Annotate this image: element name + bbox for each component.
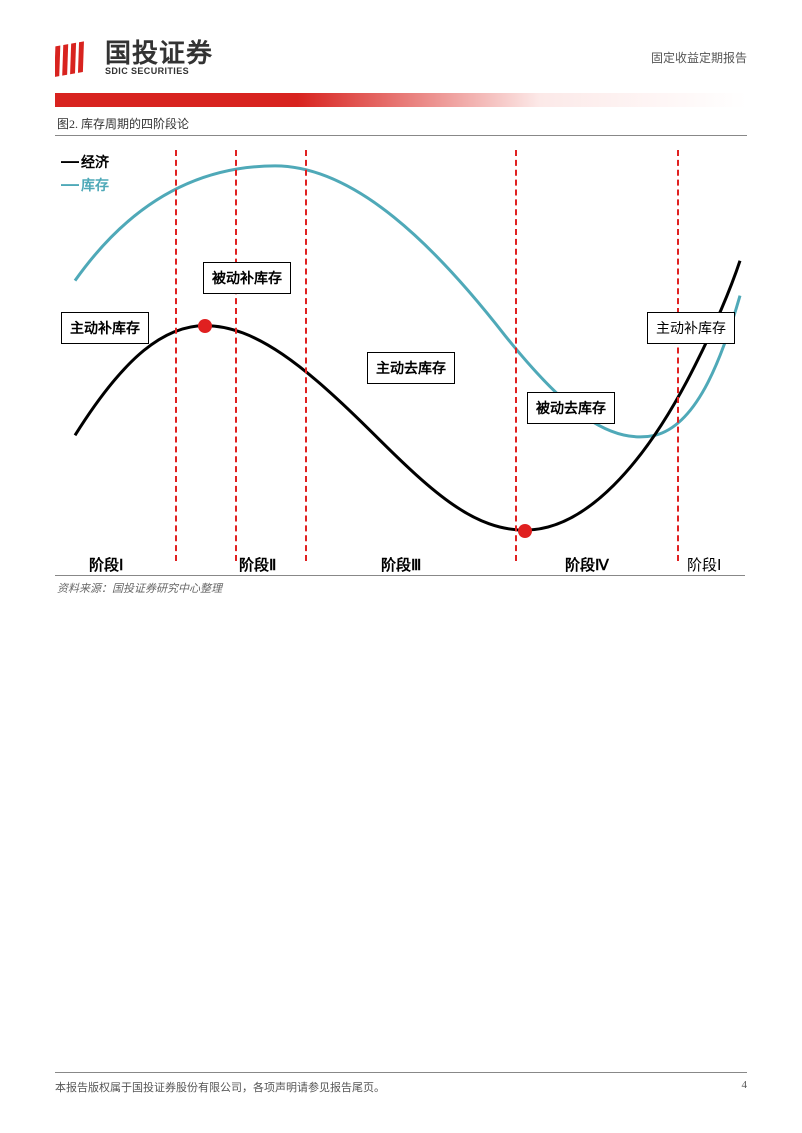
stage-label: 阶段Ⅱ	[239, 554, 276, 575]
phase-box: 被动去库存	[527, 392, 615, 424]
phase-box: 被动补库存	[203, 262, 291, 294]
logo-name-cn: 国投证券	[105, 40, 213, 66]
phase-box: 主动补库存	[61, 312, 149, 344]
turning-point-marker	[518, 524, 532, 538]
footer-copyright: 本报告版权属于国投证券股份有限公司，各项声明请参见报告尾页。	[55, 1079, 385, 1095]
phase-divider	[677, 150, 679, 561]
logo-icon	[55, 37, 97, 79]
header-accent-bar	[55, 93, 747, 107]
page-header: 国投证券 SDIC SECURITIES 固定收益定期报告	[55, 30, 747, 85]
phase-box: 主动去库存	[367, 352, 455, 384]
stage-label: 阶段Ⅰ	[687, 554, 721, 575]
phase-box: 主动补库存	[647, 312, 735, 344]
figure-source: 资料来源：国投证券研究中心整理	[55, 580, 747, 596]
page-footer: 本报告版权属于国投证券股份有限公司，各项声明请参见报告尾页。 4	[55, 1072, 747, 1095]
figure-title: 图2. 库存周期的四阶段论	[57, 117, 189, 131]
phase-divider	[305, 150, 307, 561]
report-type-label: 固定收益定期报告	[651, 49, 747, 66]
phase-divider	[515, 150, 517, 561]
company-logo: 国投证券 SDIC SECURITIES	[55, 37, 213, 79]
document-page: 国投证券 SDIC SECURITIES 固定收益定期报告 图2. 库存周期的四…	[0, 0, 802, 1133]
logo-text: 国投证券 SDIC SECURITIES	[105, 40, 213, 76]
inventory-cycle-chart: — 经济 — 库存 主动补库存被动补库存主动去库存被动去库存主动补库存阶段Ⅰ阶段…	[55, 136, 745, 576]
stage-label: 阶段Ⅰ	[89, 554, 123, 575]
phase-divider	[175, 150, 177, 561]
stage-label: 阶段Ⅳ	[565, 554, 609, 575]
phase-divider	[235, 150, 237, 561]
figure-title-row: 图2. 库存周期的四阶段论	[55, 111, 747, 136]
stage-label: 阶段Ⅲ	[381, 554, 421, 575]
footer-page-number: 4	[742, 1079, 748, 1095]
turning-point-marker	[198, 319, 212, 333]
